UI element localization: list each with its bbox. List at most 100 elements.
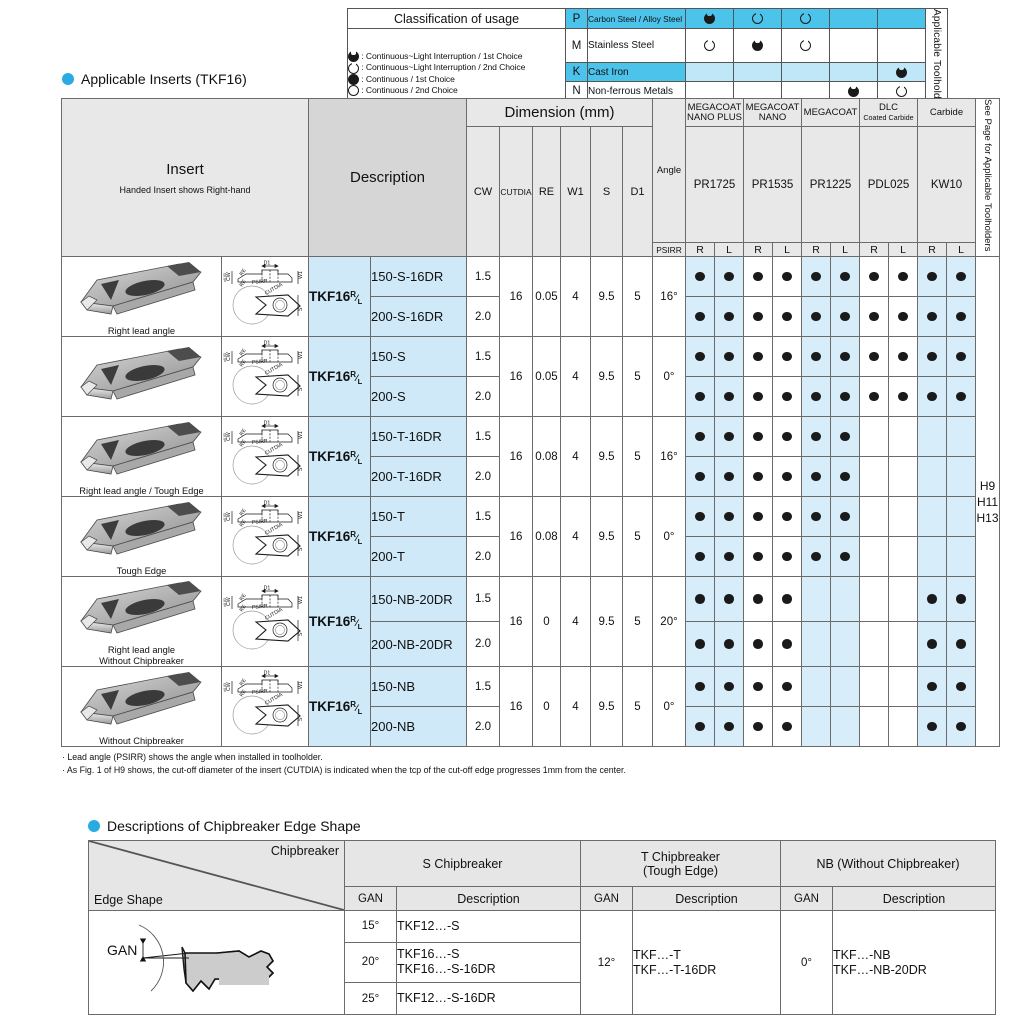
col-header-re: RE <box>532 125 561 258</box>
svg-text:S: S <box>298 387 304 391</box>
availability-mark <box>917 296 947 338</box>
usage-mark <box>829 27 878 64</box>
available-dot-icon <box>956 594 966 604</box>
col-header-hand-7: L <box>888 242 918 258</box>
subheader-description-2: Description <box>832 886 996 911</box>
usage-mark <box>733 8 782 29</box>
cw-value: 1.5 <box>466 496 500 538</box>
available-dot-icon <box>927 351 937 362</box>
see-page-values: H9 H11 H13 <box>975 256 1000 748</box>
table-row: Right lead angle D1 CW ±0.03 RE RE PSIRR CUTDIA… <box>61 256 1000 748</box>
availability-mark <box>830 666 860 708</box>
usage-code-P: P <box>565 8 588 29</box>
available-dot-icon <box>782 721 792 732</box>
section1-title: Applicable Inserts (TKF16) <box>81 71 247 87</box>
grade-code-PDL025: PDL025 <box>859 125 918 244</box>
available-dot-icon <box>840 271 850 282</box>
availability-mark <box>685 256 715 298</box>
available-dot-icon <box>695 594 705 604</box>
insert-image-cell-5: Without Chipbreaker <box>61 666 222 748</box>
available-dot-icon <box>811 511 821 522</box>
bullet-icon <box>88 820 100 832</box>
grade-code-KW10: KW10 <box>917 125 976 244</box>
insert-photo <box>79 501 202 555</box>
psirr-value: 0° <box>652 666 686 748</box>
available-dot-icon <box>927 681 937 692</box>
grade-group-KW10: Carbide <box>917 98 976 127</box>
availability-mark <box>946 536 976 578</box>
symbol-cli-2nd <box>800 12 811 24</box>
availability-mark <box>946 416 976 458</box>
subheader-description-0: Description <box>396 886 581 911</box>
svg-text:PSIRR: PSIRR <box>252 519 269 527</box>
svg-text:PSIRR: PSIRR <box>252 439 269 447</box>
svg-text:S: S <box>298 307 304 311</box>
chipbreaker-row: 20° TKF16…-S TKF16…-S-16DR <box>89 941 996 984</box>
available-dot-icon <box>840 551 850 562</box>
footnote-2: · As Fig. 1 of H9 shows, the cut-off dia… <box>62 765 626 775</box>
gan-label: GAN <box>107 942 137 958</box>
available-dot-icon <box>782 471 792 482</box>
available-dot-icon <box>811 471 821 482</box>
availability-mark <box>888 496 918 538</box>
availability-mark <box>685 496 715 538</box>
description-cell: 150-T <box>370 496 467 538</box>
availability-mark <box>946 376 976 418</box>
availability-mark <box>946 621 976 668</box>
available-dot-icon <box>753 594 763 604</box>
cw-value: 2.0 <box>466 621 500 668</box>
available-dot-icon <box>753 681 763 692</box>
s-gan-value: 20° <box>344 941 397 984</box>
availability-mark <box>801 296 831 338</box>
chipbreaker-group-0: S Chipbreaker <box>344 840 581 887</box>
available-dot-icon <box>927 311 937 322</box>
svg-text:D1: D1 <box>264 261 271 267</box>
available-dot-icon <box>753 311 763 322</box>
availability-mark <box>859 456 889 498</box>
availability-mark <box>859 666 889 708</box>
col-header-hand-3: L <box>772 242 802 258</box>
psirr-value: 16° <box>652 416 686 498</box>
available-dot-icon <box>956 721 966 732</box>
availability-mark <box>830 621 860 668</box>
family-code-4: TKF16R⁄L <box>308 576 371 668</box>
legend-item: : Continuous~Light Interruption / 1st Ch… <box>348 50 565 63</box>
availability-mark <box>685 666 715 708</box>
availability-mark <box>743 576 773 623</box>
bullet-icon <box>62 73 74 85</box>
insert-image-cell-2: Right lead angle / Tough Edge <box>61 416 222 498</box>
available-dot-icon <box>927 391 937 402</box>
svg-text:CW: CW <box>226 683 232 692</box>
available-dot-icon <box>811 351 821 362</box>
availability-mark <box>888 296 918 338</box>
available-dot-icon <box>724 391 734 402</box>
col-header-cw: CW <box>466 125 500 258</box>
svg-text:D1: D1 <box>264 421 271 427</box>
cw-value: 2.0 <box>466 536 500 578</box>
availability-mark <box>888 621 918 668</box>
table-row: 200-T 2.0 <box>62 536 1000 578</box>
t-gan-value: 12° <box>580 910 633 1015</box>
col-header-w1: W1 <box>560 125 591 258</box>
re-value: 0 <box>532 666 561 748</box>
svg-text:±0.03: ±0.03 <box>223 514 227 523</box>
available-dot-icon <box>840 511 850 522</box>
availability-mark <box>743 621 773 668</box>
availability-mark <box>830 336 860 378</box>
availability-mark <box>917 456 947 498</box>
availability-mark <box>714 621 744 668</box>
availability-mark <box>917 496 947 538</box>
d1-value: 5 <box>622 666 653 748</box>
col-header-d1: D1 <box>622 125 653 258</box>
available-dot-icon <box>840 471 850 482</box>
svg-text:S: S <box>298 547 304 551</box>
svg-text:D1: D1 <box>264 501 271 507</box>
available-dot-icon <box>753 271 763 282</box>
available-dot-icon <box>782 431 792 442</box>
available-dot-icon <box>753 431 763 442</box>
symbol-cli-2nd <box>348 62 359 74</box>
insert-image-cell-0: Right lead angle <box>61 256 222 338</box>
subheader-gan-2: GAN <box>780 886 833 911</box>
insert-caption: Without Chipbreaker <box>99 735 184 746</box>
availability-mark <box>772 496 802 538</box>
